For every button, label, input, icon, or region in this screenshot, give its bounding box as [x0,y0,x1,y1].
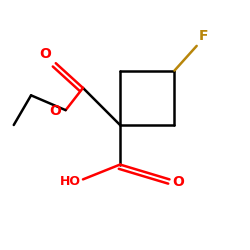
Text: O: O [49,104,61,118]
Text: O: O [39,47,51,61]
Text: HO: HO [60,175,80,188]
Text: O: O [172,175,184,189]
Text: F: F [199,30,209,44]
